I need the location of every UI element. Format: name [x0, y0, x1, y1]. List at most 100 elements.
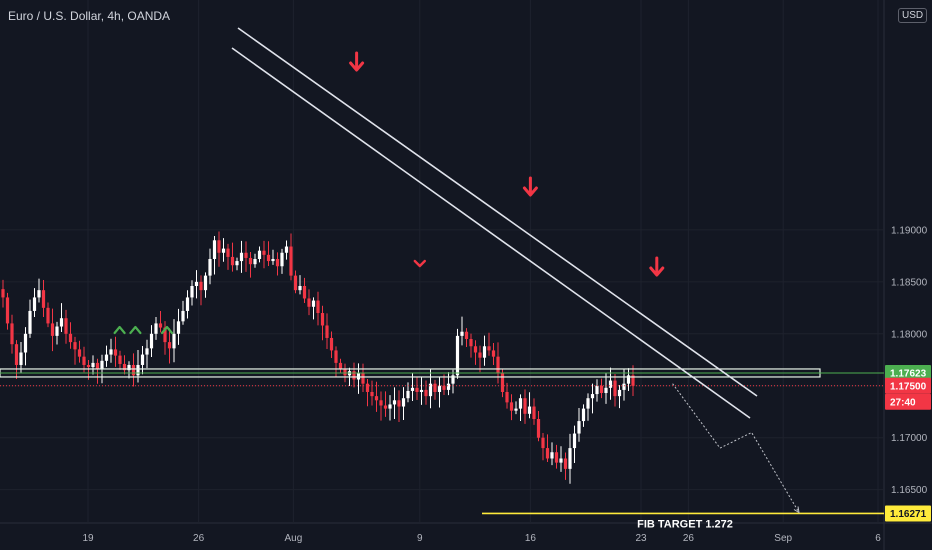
candle [212, 236, 217, 275]
candle-body [410, 387, 415, 391]
candle [235, 257, 239, 271]
candle-body [248, 257, 253, 265]
candle-body [455, 335, 460, 376]
candle-body [262, 250, 266, 255]
candle [257, 246, 262, 263]
candle-body [383, 405, 388, 409]
candle-body [239, 252, 244, 262]
candle-body [617, 389, 622, 397]
candle [451, 369, 455, 394]
price-badge-bg [885, 364, 931, 381]
candle-body [280, 252, 284, 267]
candle-body [158, 323, 163, 328]
candle [613, 373, 617, 407]
arrow-down-icon [649, 256, 665, 277]
candle-body [32, 297, 37, 311]
candle-body [77, 349, 82, 357]
candle-body [595, 385, 599, 395]
candle-body [415, 387, 419, 392]
candle-body [46, 307, 50, 324]
candle-body [608, 380, 613, 388]
candle-body [631, 375, 635, 386]
candle-body [100, 360, 104, 370]
candle-body [343, 369, 347, 376]
candle-body [334, 350, 338, 363]
candle [433, 379, 437, 400]
candle [68, 322, 73, 349]
candle-body [167, 342, 172, 349]
candle-body [64, 318, 68, 334]
candle [491, 343, 496, 365]
candle [77, 340, 82, 363]
candle [388, 395, 392, 421]
candle-body [478, 352, 482, 358]
candle-body [302, 286, 307, 299]
candle-body [361, 373, 365, 384]
candle [64, 309, 68, 344]
candle [199, 275, 203, 306]
candle-body [257, 250, 262, 259]
candle-body [50, 323, 55, 336]
candle-body [622, 383, 626, 390]
candle [455, 328, 460, 379]
arrow-down-icon [349, 51, 365, 72]
candle [329, 331, 334, 359]
candle-body [446, 383, 451, 390]
candle [185, 290, 190, 319]
candle-body [374, 396, 379, 401]
candle-body [104, 354, 109, 361]
candle-body [118, 355, 122, 364]
candle-body [541, 437, 545, 449]
candle [401, 387, 406, 420]
candle [131, 353, 136, 387]
candle-body [230, 256, 235, 266]
candle [523, 389, 527, 424]
fib-target-label: FIB TARGET 1.272 [637, 518, 733, 530]
candle-body [491, 350, 496, 357]
candle [113, 336, 118, 367]
candle [541, 432, 545, 461]
caret-up-icon [113, 325, 126, 335]
candle-body [109, 349, 113, 355]
candle [563, 452, 568, 480]
x-tick-label: Sep [774, 533, 792, 544]
price-badges: 1.17623 1.17500 27:40 1.16271 [885, 364, 931, 522]
candle-body [41, 290, 46, 308]
candle-body [113, 349, 118, 356]
projection-arrowhead [793, 506, 800, 514]
currency-badge[interactable]: USD [898, 8, 928, 23]
candle-body [208, 258, 212, 276]
candle-body [131, 364, 136, 376]
candle-body [460, 331, 464, 336]
candle-body [437, 385, 442, 392]
candle [167, 328, 172, 364]
trendline-lower [231, 47, 751, 419]
candle-body [527, 406, 532, 414]
candle [32, 288, 37, 317]
candle [82, 346, 86, 373]
candle [28, 299, 32, 338]
candle [46, 302, 50, 328]
candle-body [199, 281, 203, 291]
candle-body [424, 389, 428, 397]
candle [316, 291, 320, 326]
candle [379, 391, 383, 421]
y-tick-label: 1.17000 [891, 433, 928, 444]
candle-body [487, 346, 491, 351]
x-tick-label: Aug [285, 533, 303, 544]
candle [608, 367, 613, 400]
candle-body [329, 337, 334, 351]
price-badge-bg [885, 393, 931, 410]
candle [352, 362, 356, 388]
price-badge-bg [885, 505, 931, 522]
arrow-head [522, 186, 538, 197]
candle-body [266, 254, 271, 262]
candlestick-series [1, 231, 635, 484]
candle [311, 297, 316, 320]
candle-body [406, 390, 410, 399]
candle-body [586, 398, 590, 409]
x-tick-label: 26 [193, 533, 205, 544]
candle-body [127, 364, 131, 371]
candle-body [442, 385, 446, 390]
